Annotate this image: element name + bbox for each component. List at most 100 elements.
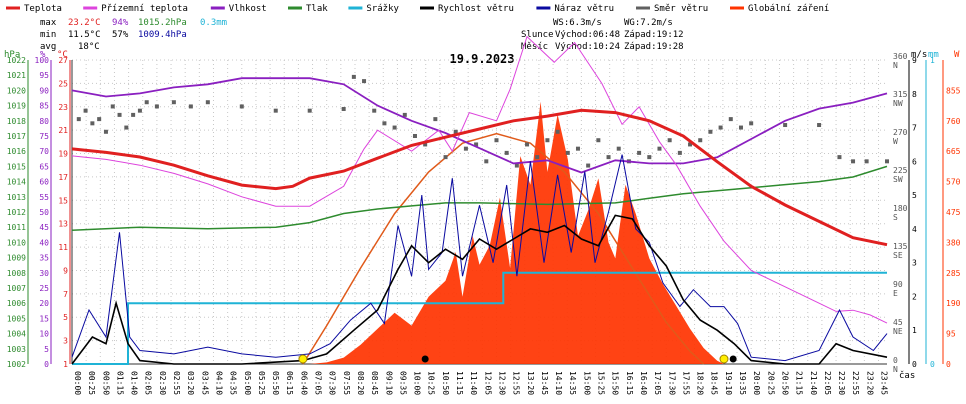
time-tick-label: 20:00 (752, 371, 761, 395)
wind-tick-label: 8 (912, 90, 917, 99)
humidity-tick-label: 0 (44, 360, 49, 369)
legend-label: Náraz větru (554, 4, 614, 14)
wind-direction-point (555, 129, 560, 134)
wind-direction-point (708, 129, 713, 134)
time-tick-label: 03:45 (200, 371, 209, 395)
wind-direction-point (124, 125, 129, 130)
legend-label: Tlak (306, 4, 328, 14)
time-axis-title: čas (899, 370, 915, 381)
direction-tick-label: 270 (893, 128, 908, 137)
wind-direction-point (535, 155, 540, 160)
pressure-tick-label: 1013 (7, 193, 26, 202)
time-tick-label: 06:15 (285, 371, 294, 395)
moonrise-marker (421, 355, 429, 363)
humidity-tick-label: 15 (39, 314, 49, 323)
direction-cardinal-label: N (893, 61, 898, 70)
wind-direction-point (307, 108, 312, 113)
time-tick-label: 07:55 (342, 371, 351, 395)
wind-axis-title: m/s (911, 50, 927, 60)
wind-direction-point (864, 159, 869, 164)
temperature-tick-label: 11 (58, 243, 68, 252)
wind-direction-point (688, 142, 693, 147)
time-tick-label: 13:45 (540, 371, 549, 395)
pressure-tick-label: 1018 (7, 117, 26, 126)
wind-direction-point (837, 155, 842, 160)
wind-direction-point (144, 100, 149, 105)
wind-direction-point (131, 112, 136, 117)
temperature-tick-label: 7 (63, 290, 68, 299)
direction-cardinal-label: S (893, 213, 898, 222)
time-tick-label: 17:30 (667, 371, 676, 395)
time-tick-label: 19:35 (738, 371, 747, 395)
stat-max-hum: 94% (112, 18, 129, 28)
time-tick-label: 11:40 (469, 371, 478, 395)
time-tick-label: 22:05 (823, 371, 832, 395)
wind-direction-point (885, 159, 889, 164)
wind-direction-point (117, 112, 122, 117)
sun-rise: Východ:06:48 (555, 30, 620, 40)
time-tick-label: 04:35 (229, 371, 238, 395)
radiation-tick-label: 855 (946, 86, 961, 95)
humidity-tick-label: 5 (44, 345, 49, 354)
stat-min-press: 1009.4hPa (138, 30, 187, 40)
wind-tick-label: 4 (912, 225, 917, 234)
wind-direction-point (453, 129, 458, 134)
time-tick-label: 23:20 (865, 371, 874, 395)
temperature-tick-label: 1 (63, 360, 68, 369)
time-tick-label: 18:45 (710, 371, 719, 395)
humidity-tick-label: 35 (39, 254, 49, 263)
direction-tick-label: 0 (893, 356, 898, 365)
direction-cardinal-label: E (893, 289, 898, 298)
pressure-tick-label: 1012 (7, 208, 26, 217)
time-tick-label: 16:40 (639, 371, 648, 395)
series-temperature (71, 108, 888, 247)
stat-wg: WG:7.2m/s (624, 18, 673, 28)
radiation-tick-label: 475 (946, 208, 961, 217)
wind-direction-point (463, 146, 468, 151)
time-tick-label: 23:45 (880, 371, 889, 395)
chart-title: 19.9.2023 (449, 52, 514, 66)
direction-tick-label: 90 (893, 280, 903, 289)
wind-direction-point (616, 146, 621, 151)
series-rainfall (72, 271, 887, 365)
rain-tick-label: 1 (930, 56, 935, 65)
wind-direction-point (851, 159, 856, 164)
temperature-tick-label: 17 (58, 173, 68, 182)
wind-direction-point (514, 163, 519, 168)
time-tick-label: 07:30 (328, 371, 337, 395)
radiation-axis-title: W (954, 50, 960, 60)
direction-cardinal-label: SE (893, 251, 903, 260)
wind-direction-point (90, 121, 95, 126)
time-tick-label: 02:55 (172, 371, 181, 395)
temperature-tick-label: 3 (63, 337, 68, 346)
time-tick-label: 14:35 (568, 371, 577, 395)
wind-direction-point (273, 108, 278, 113)
pressure-tick-label: 1007 (7, 284, 26, 293)
wind-direction-point (677, 150, 682, 155)
humidity-tick-label: 80 (39, 117, 49, 126)
wind-tick-label: 2 (912, 292, 917, 301)
moon-label: Měsíc (521, 42, 548, 52)
time-tick-label: 20:25 (766, 371, 775, 395)
temperature-tick-label: 19 (58, 150, 68, 159)
sun-label: Slunce (521, 30, 554, 40)
pressure-tick-label: 1015 (7, 162, 26, 171)
time-tick-label: 05:00 (243, 371, 252, 395)
series-theoretical-radiation (302, 132, 705, 365)
time-tick-label: 21:15 (795, 371, 804, 395)
direction-cardinal-label: NW (893, 99, 903, 108)
time-tick-label: 00:00 (73, 371, 82, 395)
time-tick-label: 03:20 (186, 371, 195, 395)
wind-tick-label: 3 (912, 259, 917, 268)
direction-cardinal-label: NE (893, 327, 903, 336)
pressure-tick-label: 1017 (7, 132, 26, 141)
wind-tick-label: 5 (912, 191, 917, 200)
series-global-radiation (72, 101, 887, 364)
wind-direction-point (484, 159, 489, 164)
radiation-tick-label: 285 (946, 269, 961, 278)
wind-tick-label: 7 (912, 124, 917, 133)
time-tick-label: 17:05 (653, 371, 662, 395)
humidity-tick-label: 70 (39, 147, 49, 156)
direction-tick-label: 135 (893, 242, 908, 251)
